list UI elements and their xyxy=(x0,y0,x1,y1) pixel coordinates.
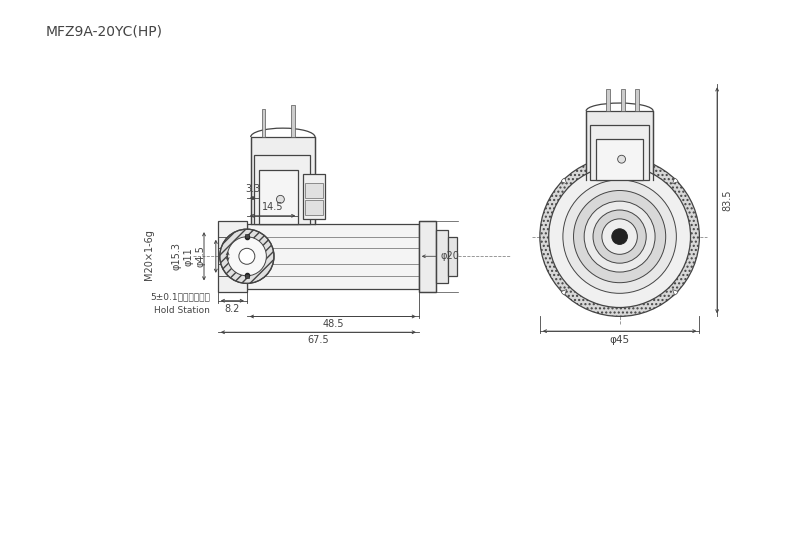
Circle shape xyxy=(239,249,255,264)
Circle shape xyxy=(540,157,699,316)
Text: 8.2: 8.2 xyxy=(225,304,240,314)
Text: MFZ9A-20YC(HP): MFZ9A-20YC(HP) xyxy=(46,25,162,39)
Bar xyxy=(447,237,457,276)
Circle shape xyxy=(618,155,626,163)
Wedge shape xyxy=(673,178,678,183)
Bar xyxy=(419,221,436,291)
Circle shape xyxy=(593,210,646,263)
Text: 5±0.1（吸合位置）: 5±0.1（吸合位置） xyxy=(150,292,210,301)
Bar xyxy=(596,138,643,180)
Bar xyxy=(218,221,247,291)
Bar xyxy=(621,89,625,111)
Text: φ4.5: φ4.5 xyxy=(195,245,205,267)
Wedge shape xyxy=(561,178,566,183)
Bar xyxy=(419,221,436,291)
Bar xyxy=(253,155,310,224)
Circle shape xyxy=(574,191,666,283)
Text: Hold Station: Hold Station xyxy=(154,306,210,315)
Text: 3.3: 3.3 xyxy=(245,184,260,194)
Circle shape xyxy=(228,237,266,276)
Bar xyxy=(247,224,419,289)
Circle shape xyxy=(549,166,690,307)
Bar xyxy=(259,170,298,224)
Text: 14.5: 14.5 xyxy=(262,202,284,212)
Text: φ20: φ20 xyxy=(440,251,459,261)
Circle shape xyxy=(220,229,274,283)
Bar xyxy=(245,274,248,278)
Bar xyxy=(303,175,325,219)
Bar xyxy=(305,200,323,215)
Wedge shape xyxy=(561,289,566,295)
Text: 83.5: 83.5 xyxy=(722,190,732,211)
Bar xyxy=(292,105,296,137)
Text: M20×1-6g: M20×1-6g xyxy=(144,229,154,280)
Bar xyxy=(245,235,248,239)
Bar xyxy=(251,137,315,224)
Text: φ11: φ11 xyxy=(183,247,193,266)
Bar xyxy=(436,230,447,283)
Text: φ15.3: φ15.3 xyxy=(172,242,181,271)
Bar xyxy=(590,125,649,180)
Circle shape xyxy=(276,196,284,203)
Circle shape xyxy=(612,229,627,245)
Text: φ45: φ45 xyxy=(610,335,630,345)
Text: 67.5: 67.5 xyxy=(308,335,329,345)
Bar xyxy=(305,183,323,198)
Circle shape xyxy=(584,201,655,272)
Bar xyxy=(261,110,265,137)
Wedge shape xyxy=(673,289,678,295)
Bar xyxy=(635,89,639,111)
Bar xyxy=(586,111,653,180)
Bar xyxy=(606,89,610,111)
Text: 48.5: 48.5 xyxy=(322,320,344,329)
Circle shape xyxy=(602,219,638,255)
Circle shape xyxy=(562,180,676,293)
